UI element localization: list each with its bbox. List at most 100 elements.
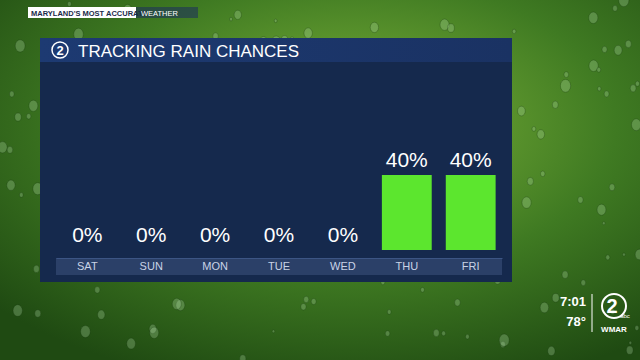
rain-drop [548, 346, 555, 355]
rain-drop [629, 341, 632, 344]
rain-drop [67, 2, 71, 7]
rain-drop [589, 12, 598, 24]
rain-drop [623, 253, 626, 256]
title: TRACKING RAIN CHANCES [78, 42, 299, 61]
x-tick-label: THU [395, 260, 418, 272]
rain-drop [602, 46, 607, 52]
rain-drop [421, 287, 425, 292]
bar [382, 175, 432, 250]
data-label: 0% [72, 223, 102, 246]
rain-drop [527, 177, 533, 185]
rain-drop [630, 85, 636, 92]
rain-drop [19, 193, 23, 198]
rain-drop [26, 114, 30, 120]
x-tick-label: SUN [140, 260, 163, 272]
x-tick: MON [202, 258, 228, 272]
rain-drop [635, 81, 639, 86]
rain-drops [0, 0, 640, 360]
bar [254, 250, 304, 251]
rain-drop [619, 0, 629, 7]
banner-text: MARYLAND'S MOST ACCURATE [31, 9, 148, 18]
rain-drop [512, 29, 516, 34]
rain-drop [433, 329, 439, 336]
rain-drop [552, 101, 558, 108]
rain-drop [98, 310, 105, 319]
rain-drop [9, 91, 14, 97]
rain-drop [95, 287, 100, 294]
rain-drop [603, 222, 606, 225]
rain-drop [7, 180, 15, 190]
data-labels: 0%0%0%0%0%40%40% [72, 148, 492, 246]
bar [62, 250, 112, 251]
rain-drop [626, 346, 633, 354]
rain-drop [370, 22, 378, 32]
rain-drop [150, 327, 159, 338]
rain-drop [578, 197, 583, 204]
rain-drop [29, 100, 38, 111]
rain-drop [635, 249, 640, 259]
x-tick-label: TUE [268, 260, 290, 272]
chart: 2 TRACKING RAIN CHANCES MARYLAND'S MOST AC… [0, 0, 640, 360]
x-tick: TUE [268, 258, 290, 272]
x-tick: WED [330, 258, 356, 272]
x-tick-label: WED [330, 260, 356, 272]
x-tick-label: MON [202, 260, 228, 272]
temperature: 78° [566, 314, 586, 329]
bar [190, 250, 240, 251]
rain-drop [304, 296, 309, 302]
rain-drop [230, 17, 233, 21]
panel-header [40, 38, 512, 62]
rain-drop [234, 10, 241, 19]
logo-number: 2 [606, 295, 617, 317]
x-axis: SAT SUN MON TUE WED THU FRI [57, 258, 503, 272]
bar [126, 250, 176, 251]
data-label: 0% [200, 223, 230, 246]
rain-drop [597, 87, 600, 91]
x-tick: SUN [140, 258, 163, 272]
data-label: 0% [264, 223, 294, 246]
rain-drop [15, 40, 25, 52]
rain-drop [385, 331, 390, 337]
logo-station: WMAR [601, 325, 627, 334]
rain-drop [581, 280, 586, 286]
rain-drop [562, 271, 568, 279]
data-label: 40% [450, 148, 492, 171]
rain-drop [552, 293, 559, 302]
rain-drop [465, 334, 469, 339]
rain-drop [304, 28, 312, 38]
rain-drop [597, 67, 601, 72]
rain-drop [127, 338, 136, 349]
rain-drop [274, 19, 277, 23]
rain-drop [33, 265, 39, 272]
rain-drop [0, 142, 7, 153]
rain-drop [635, 326, 639, 331]
rain-drop [7, 146, 13, 153]
banner-section: WEATHER [141, 9, 179, 18]
logo-number: 2 [56, 43, 63, 58]
rain-drop [613, 5, 618, 11]
rain-drop [609, 184, 615, 191]
bar [318, 250, 368, 251]
x-tick-label: SAT [77, 260, 98, 272]
banner-box-2 [136, 7, 198, 18]
rain-drop [564, 72, 569, 78]
rain-drop [604, 91, 609, 97]
time: 7:01 [560, 294, 586, 309]
rain-drop [606, 255, 610, 260]
rain-drop [540, 302, 549, 313]
logo-network: abc [620, 313, 630, 319]
rain-drop [560, 79, 570, 92]
x-tick: FRI [462, 258, 480, 272]
panel [40, 38, 512, 282]
rain-drop [537, 130, 545, 139]
x-tick-label: FRI [462, 260, 480, 272]
rain-drop [455, 299, 461, 306]
data-label: 0% [328, 223, 358, 246]
rain-drop [442, 331, 446, 336]
rain-drop [387, 310, 391, 315]
rain-drop [499, 334, 509, 346]
rain-drop [540, 171, 544, 177]
rain-drop [81, 326, 91, 338]
rain-drop [625, 40, 631, 48]
background [0, 0, 640, 360]
